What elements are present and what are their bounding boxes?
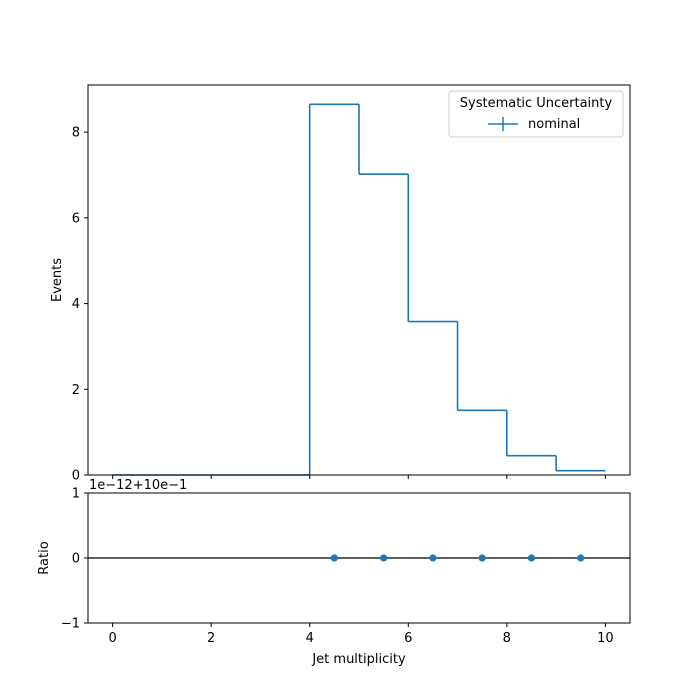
histogram-bin: [358, 104, 409, 175]
histogram-bin: [456, 321, 507, 412]
main-axis-ticks: 0 2 4 6 8: [72, 126, 606, 484]
x-axis-label: Jet multiplicity: [311, 652, 406, 667]
ratio-y-tick-label: −1: [61, 617, 80, 632]
legend: Systematic Uncertainty nominal: [448, 90, 624, 138]
ratio-point: [330, 554, 338, 562]
ratio-y-tick-label: 0: [72, 552, 80, 567]
x-tick-label: 2: [207, 631, 215, 646]
main-panel: 0 2 4 6 8 Events Systematic Uncertainty nomi…: [50, 84, 631, 484]
main-axes-frame: [87, 84, 631, 476]
histogram-bin: [308, 103, 359, 475]
ratio-point: [429, 554, 437, 562]
histogram-bin: [407, 174, 458, 323]
x-tick-label: 4: [306, 631, 314, 646]
histogram-bin: [555, 455, 606, 472]
main-y-tick-label: 2: [72, 383, 80, 398]
x-tick-label: 8: [503, 631, 511, 646]
ratio-y-tick-label: 1: [72, 487, 80, 502]
histogram-bin: [506, 410, 557, 457]
ratio-point: [577, 554, 585, 562]
main-y-axis-label: Events: [50, 258, 65, 302]
ratio-y-axis-label: Ratio: [37, 541, 52, 574]
ratio-point: [527, 554, 536, 562]
legend-box: [448, 90, 624, 138]
main-y-tick-label: 4: [72, 297, 80, 312]
ratio-point: [478, 554, 486, 562]
ratio-axes-frame: [87, 492, 631, 624]
legend-entry-nominal: nominal: [528, 117, 580, 132]
x-tick-label: 10: [597, 631, 614, 646]
main-y-tick-label: 8: [72, 126, 80, 141]
x-tick-label: 0: [108, 631, 116, 646]
ratio-point: [380, 554, 388, 562]
ratio-offset-label: 1e−12+10e−1: [89, 478, 187, 493]
legend-title: Systematic Uncertainty: [460, 96, 613, 111]
main-y-tick-label: 0: [72, 469, 80, 484]
ratio-points: [88, 554, 630, 562]
main-y-tick-label: 6: [72, 211, 80, 226]
x-tick-label: 6: [404, 631, 412, 646]
